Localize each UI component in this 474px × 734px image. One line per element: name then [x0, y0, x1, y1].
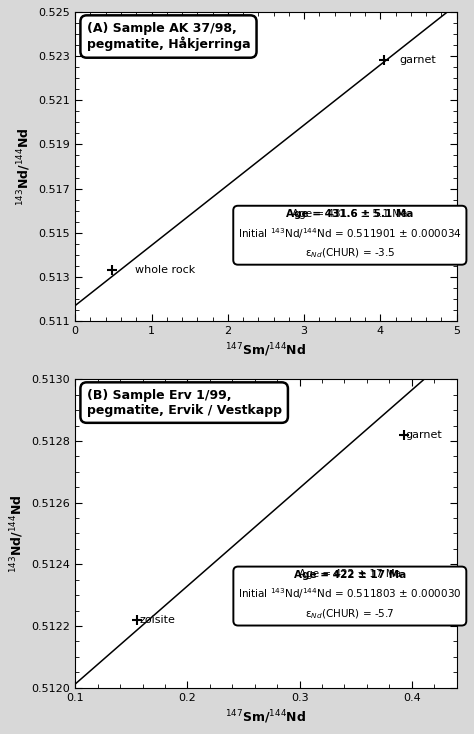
Text: Age = 431.6 ± 5.1 Ma: Age = 431.6 ± 5.1 Ma — [286, 209, 413, 219]
Text: whole rock: whole rock — [135, 265, 195, 275]
Text: garnet: garnet — [400, 54, 436, 65]
Y-axis label: $^{143}$Nd/$^{144}$Nd: $^{143}$Nd/$^{144}$Nd — [16, 127, 33, 206]
Text: (B) Sample Erv 1/99,
pegmatite, Ervik / Vestkapp: (B) Sample Erv 1/99, pegmatite, Ervik / … — [87, 388, 282, 417]
Text: garnet: garnet — [405, 430, 442, 440]
Text: (A) Sample AK 37/98,
pegmatite, Håkjerringa: (A) Sample AK 37/98, pegmatite, Håkjerri… — [87, 21, 250, 51]
Text: zoisite: zoisite — [140, 615, 175, 625]
Text: Age = 422 ± 17 Ma: Age = 422 ± 17 Ma — [294, 570, 406, 580]
Text: Age = 422 ± 17 Ma
Initial $^{143}$Nd/$^{144}$Nd = 0.511803 ± 0.000030
ε$_{Nd}$(C: Age = 422 ± 17 Ma Initial $^{143}$Nd/$^{… — [238, 570, 462, 621]
Y-axis label: $^{143}$Nd/$^{144}$Nd: $^{143}$Nd/$^{144}$Nd — [9, 494, 26, 573]
X-axis label: $^{147}$Sm/$^{144}$Nd: $^{147}$Sm/$^{144}$Nd — [225, 341, 307, 359]
Text: Age = 431.6 ± 5.1 Ma
Initial $^{143}$Nd/$^{144}$Nd = 0.511901 ± 0.000034
ε$_{Nd}: Age = 431.6 ± 5.1 Ma Initial $^{143}$Nd/… — [238, 208, 462, 260]
X-axis label: $^{147}$Sm/$^{144}$Nd: $^{147}$Sm/$^{144}$Nd — [225, 708, 307, 726]
